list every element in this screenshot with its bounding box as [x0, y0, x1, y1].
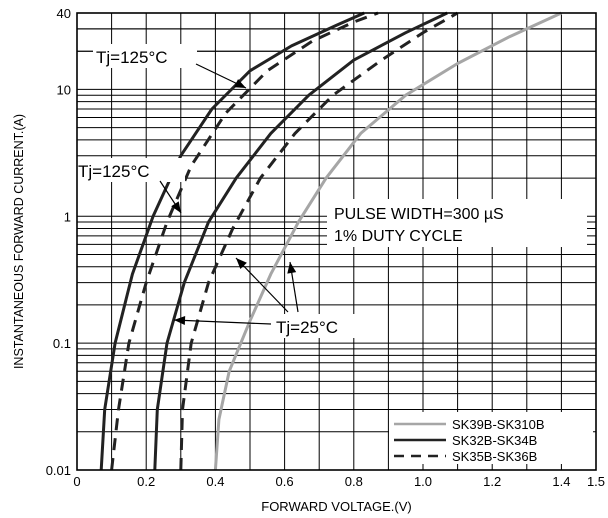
- x-tick-label: 0.4: [206, 474, 224, 489]
- x-tick-label: 0: [73, 474, 80, 489]
- annotation-box: [270, 314, 368, 338]
- x-tick-label: 0.2: [137, 474, 155, 489]
- series-layer: [99, 11, 563, 471]
- series-line-sk39b-sk310b: [213, 11, 563, 471]
- x-tick-label: 0.8: [345, 474, 363, 489]
- annotation-duty-cycle: 1% DUTY CYCLE: [334, 228, 463, 245]
- y-tick-label: 0.01: [46, 463, 71, 478]
- plot-frame: [76, 12, 597, 471]
- annotation-label: Tj=125°C: [96, 48, 168, 67]
- x-tick-label: 1.4: [552, 474, 570, 489]
- legend-background: [389, 412, 593, 464]
- legend-label: SK32B-SK34B: [452, 433, 537, 448]
- y-tick-label: 10: [57, 82, 71, 97]
- annotation-arrowhead: [234, 79, 246, 88]
- legend-label: SK35B-SK36B: [452, 449, 537, 464]
- annotation-pulse-width: PULSE WIDTH=300 µS: [334, 206, 504, 223]
- x-tick-label: 1.2: [483, 474, 501, 489]
- annotation-layer: Tj=125°C Tj=125°C Tj=25°C PULSE WIDTH=300 µ…: [75, 44, 587, 338]
- annotation-arrowhead: [236, 258, 247, 270]
- y-tick-label: 0.1: [53, 336, 71, 351]
- y-tick-label: 1: [64, 209, 71, 224]
- series-line-sk35b-sk36b: [179, 11, 459, 471]
- x-tick-label: 0.6: [276, 474, 294, 489]
- annotation-arrowhead: [171, 201, 181, 213]
- x-axis-label: FORWARD VOLTAGE.(V): [261, 499, 411, 514]
- y-tick-label: 40: [57, 6, 71, 21]
- x-tick-label: 1.5: [587, 474, 605, 489]
- x-tick-label: 1.0: [414, 474, 432, 489]
- annotation-box: [75, 158, 185, 182]
- series-line-sk32b-sk34b: [153, 11, 448, 471]
- series-line-sk35b-sk36b: [110, 11, 379, 471]
- tick-labels: 0 0.2 0.4 0.6 0.8 1.0 1.2 1.4 1.5 0.01 0.1 1 10 40: [46, 6, 605, 489]
- annotation-label: Tj=25°C: [276, 318, 338, 337]
- legend-label: SK39B-SK310B: [452, 417, 545, 432]
- annotation-label: Tj=125°C: [78, 162, 150, 181]
- y-axis-label: INSTANTANEOUS FORWARD CURRENT.(A): [12, 114, 26, 369]
- annotation-arrowhead: [287, 262, 297, 274]
- annotation-arrow-line: [235, 257, 289, 313]
- annotation-box: [327, 199, 587, 247]
- series-line-sk32b-sk34b: [99, 11, 365, 471]
- annotation-box: [93, 44, 197, 68]
- annotation-arrowhead: [174, 315, 186, 325]
- annotation-arrow-line: [173, 319, 272, 325]
